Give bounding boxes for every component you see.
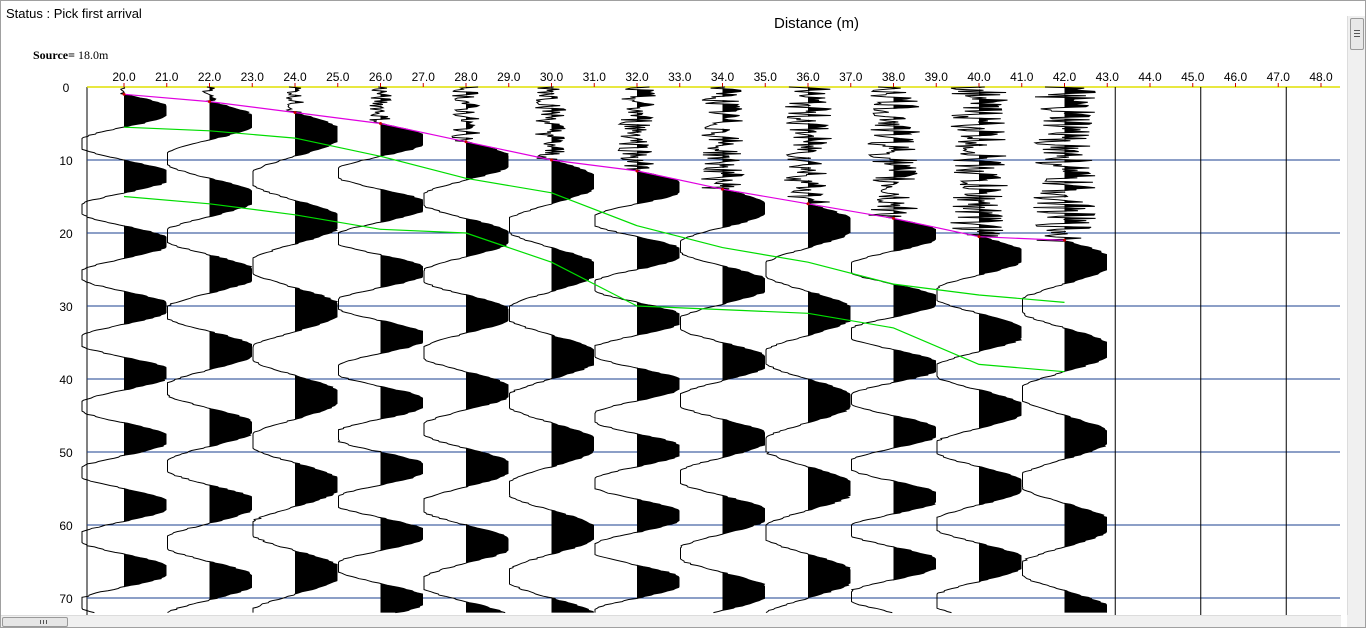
y-tick-label: 10 bbox=[59, 154, 73, 168]
x-tick-label: 35.0 bbox=[754, 70, 778, 84]
x-tick-label: 23.0 bbox=[241, 70, 265, 84]
y-tick-label: 50 bbox=[59, 446, 73, 460]
x-tick-label: 28.0 bbox=[454, 70, 478, 84]
seismic-trace bbox=[252, 86, 338, 613]
horizontal-scrollbar[interactable] bbox=[1, 615, 1341, 627]
seismic-trace-fill bbox=[551, 87, 594, 613]
seismic-trace-fill bbox=[295, 87, 337, 613]
x-tick-label: 25.0 bbox=[326, 70, 350, 84]
y-tick-label: 20 bbox=[59, 227, 73, 241]
y-tick-label: 40 bbox=[59, 373, 73, 387]
phase-pick-line bbox=[123, 195, 1065, 373]
x-tick-label: 48.0 bbox=[1309, 70, 1333, 84]
pick-point bbox=[635, 169, 639, 173]
seismic-trace bbox=[765, 86, 851, 614]
seismic-trace-fill bbox=[979, 87, 1021, 613]
seismic-trace-fill bbox=[808, 87, 850, 613]
horizontal-scroll-thumb[interactable] bbox=[2, 617, 68, 627]
chart-title: Distance (m) bbox=[774, 15, 860, 32]
x-tick-label: 22.0 bbox=[198, 70, 222, 84]
seismic-trace-fill bbox=[637, 87, 679, 613]
pick-point bbox=[208, 100, 211, 104]
x-tick-label: 42.0 bbox=[1053, 70, 1077, 84]
x-tick-label: 31.0 bbox=[583, 70, 607, 84]
scrollbar-grip-icon bbox=[43, 620, 44, 624]
scrollbar-grip-icon bbox=[40, 620, 41, 624]
source-label-text: Source= bbox=[33, 48, 75, 62]
x-tick-label: 39.0 bbox=[925, 70, 949, 84]
y-tick-label: 30 bbox=[59, 300, 73, 314]
pick-point bbox=[806, 202, 810, 206]
x-tick-label: 38.0 bbox=[882, 70, 906, 84]
seismic-trace-fill bbox=[380, 87, 423, 613]
x-tick-label: 45.0 bbox=[1181, 70, 1205, 84]
pick-point bbox=[1063, 238, 1066, 242]
pick-point bbox=[293, 111, 297, 115]
x-tick-label: 27.0 bbox=[412, 70, 436, 84]
vertical-scrollbar[interactable] bbox=[1347, 16, 1365, 616]
source-label: Source= 18.0m bbox=[33, 48, 108, 63]
x-tick-label: 36.0 bbox=[796, 70, 820, 84]
x-tick-label: 40.0 bbox=[967, 70, 991, 84]
scrollbar-grip-icon bbox=[1354, 30, 1360, 31]
seismic-trace-fill bbox=[1064, 87, 1107, 613]
x-tick-label: 24.0 bbox=[283, 70, 307, 84]
scrollbar-grip-icon bbox=[1354, 36, 1360, 37]
pick-point bbox=[892, 216, 895, 220]
seismic-trace-fill bbox=[124, 87, 166, 613]
pick-point bbox=[379, 122, 382, 125]
x-tick-label: 21.0 bbox=[155, 70, 179, 84]
x-tick-label: 43.0 bbox=[1096, 70, 1120, 84]
x-tick-label: 26.0 bbox=[369, 70, 393, 84]
x-tick-label: 30.0 bbox=[540, 70, 564, 84]
seismic-trace-fill bbox=[722, 87, 765, 613]
seismic-trace-fill bbox=[209, 87, 252, 613]
phase-pick-line bbox=[123, 126, 1065, 303]
y-tick-label: 60 bbox=[59, 519, 73, 533]
pick-point bbox=[550, 158, 553, 162]
x-tick-label: 44.0 bbox=[1138, 70, 1162, 84]
scrollbar-grip-icon bbox=[1354, 33, 1360, 34]
pick-point bbox=[721, 187, 724, 191]
x-tick-label: 33.0 bbox=[668, 70, 692, 84]
x-tick-label: 29.0 bbox=[497, 70, 521, 84]
first-arrival-pick-line bbox=[123, 93, 1065, 241]
x-tick-label: 37.0 bbox=[839, 70, 863, 84]
pick-point bbox=[122, 92, 126, 96]
scrollbar-grip-icon bbox=[46, 620, 47, 624]
y-tick-label: 70 bbox=[59, 592, 73, 606]
x-tick-label: 34.0 bbox=[711, 70, 735, 84]
y-tick-label: 0 bbox=[63, 81, 70, 95]
status-text: Status : Pick first arrival bbox=[6, 6, 142, 21]
pick-point bbox=[464, 140, 468, 144]
x-tick-label: 47.0 bbox=[1267, 70, 1291, 84]
x-tick-label: 32.0 bbox=[625, 70, 649, 84]
scrollbar-corner bbox=[1347, 615, 1365, 627]
x-tick-label: 46.0 bbox=[1224, 70, 1248, 84]
x-tick-label: 41.0 bbox=[1010, 70, 1034, 84]
seismic-trace-fill bbox=[893, 87, 936, 613]
source-value: 18.0m bbox=[77, 48, 109, 62]
vertical-scroll-thumb[interactable] bbox=[1350, 18, 1364, 50]
pick-point bbox=[977, 235, 981, 239]
x-tick-label: 20.0 bbox=[112, 70, 136, 84]
seismic-trace-fill bbox=[466, 87, 508, 613]
seismogram-plot[interactable]: 0 10 20 30 40 50 60 70 20.0 21.0 22.0 23.0 24.0 25.0 2… bbox=[0, 0, 1340, 615]
